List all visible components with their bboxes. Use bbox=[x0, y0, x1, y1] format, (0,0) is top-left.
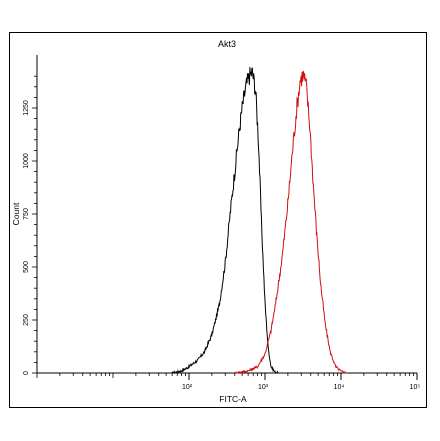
y-tick-label: 1000 bbox=[23, 153, 30, 169]
x-tick-label: 10² bbox=[182, 384, 193, 391]
x-tick-label: 10⁵ bbox=[410, 384, 421, 391]
x-tick-label: 10³ bbox=[258, 384, 269, 391]
y-tick-label: 250 bbox=[23, 314, 30, 326]
chart-title: Akt3 bbox=[218, 39, 236, 49]
y-axis-label: Count bbox=[11, 202, 21, 225]
plot-frame: Akt3 FITC-A Count 10² 10³ 10⁴ 10⁵ 0 250 500 750 100… bbox=[9, 32, 427, 408]
histogram-series-2 bbox=[234, 70, 348, 374]
y-tick-label: 500 bbox=[23, 261, 30, 273]
y-tick-label: 1250 bbox=[23, 100, 30, 116]
histogram-chart: Akt3 FITC-A Count 10² 10³ 10⁴ 10⁵ 0 250 500 750 100… bbox=[11, 39, 421, 404]
x-axis-label: FITC-A bbox=[219, 394, 247, 404]
y-tick-label: 0 bbox=[23, 371, 30, 375]
y-tick-label: 750 bbox=[23, 208, 30, 220]
histogram-series-1 bbox=[171, 67, 279, 374]
x-tick-label: 10⁴ bbox=[334, 384, 345, 391]
